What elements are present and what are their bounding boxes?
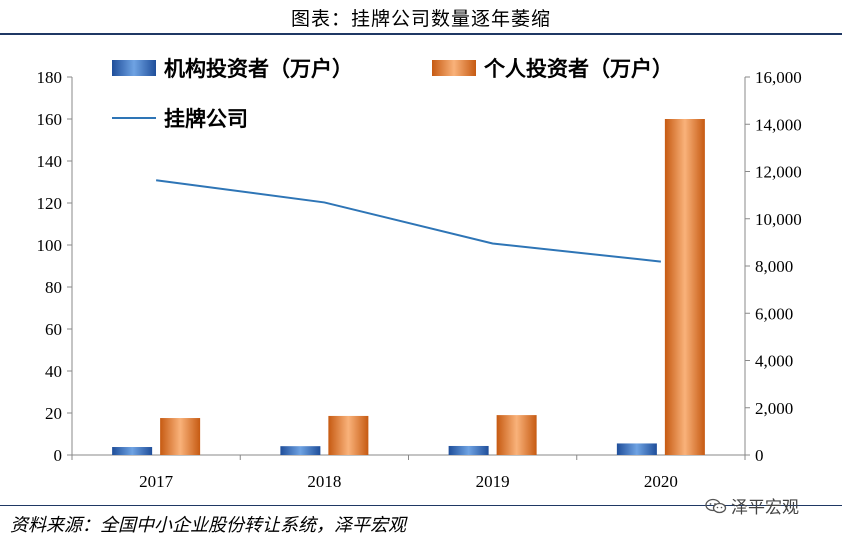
institutional-bar: [448, 445, 489, 455]
left-tick-label: 120: [37, 194, 63, 213]
left-tick-label: 60: [45, 320, 62, 339]
wechat-icon: [705, 498, 727, 513]
right-tick-label: 14,000: [755, 115, 802, 134]
individual-bar: [328, 415, 369, 455]
watermark: 泽平宏观: [705, 493, 799, 518]
legend-label: 个人投资者（万户）: [484, 57, 673, 81]
legend-swatch-individual: [432, 60, 476, 76]
legend-swatch-institutional: [112, 60, 156, 76]
bar-series: [112, 119, 705, 455]
left-tick-label: 180: [37, 68, 63, 87]
source-note: 资料来源：全国中小企业股份转让系统，泽平宏观: [10, 515, 406, 536]
combo-chart: 0 20 40 60 80 100 120 140 160 180 0 2,000 4,000 6,000…: [37, 57, 802, 491]
legend-label: 机构投资者（万户）: [164, 57, 353, 81]
left-tick-label: 80: [45, 278, 62, 297]
right-tick-label: 0: [755, 446, 764, 465]
line-series: [155, 179, 661, 263]
x-tick-label: 2019: [476, 472, 510, 491]
institutional-bar: [112, 447, 153, 455]
individual-bar: [160, 418, 201, 455]
legend-label: 挂牌公司: [164, 107, 248, 131]
chart-title: 图表：挂牌公司数量逐年萎缩: [290, 8, 551, 30]
institutional-bar: [616, 443, 657, 455]
left-tick-label: 100: [37, 236, 63, 255]
right-tick-label: 4,000: [755, 352, 793, 371]
institutional-bar: [280, 446, 321, 455]
right-tick-label: 12,000: [755, 163, 802, 182]
individual-bar: [664, 119, 705, 455]
x-tick-label: 2017: [139, 472, 174, 491]
bottom-rule: [0, 505, 842, 506]
right-tick-label: 8,000: [755, 257, 793, 276]
left-tick-label: 160: [37, 110, 63, 129]
right-tick-label: 16,000: [755, 68, 802, 87]
left-tick-label: 40: [45, 362, 62, 381]
top-rule: [0, 33, 842, 35]
axes: 0 20 40 60 80 100 120 140 160 180 0 2,000 4,000 6,000…: [37, 68, 802, 491]
listed-companies-line: [155, 179, 661, 263]
individual-bar: [496, 415, 537, 455]
right-tick-label: 6,000: [755, 304, 793, 323]
legend: 机构投资者（万户） 个人投资者（万户） 挂牌公司: [112, 57, 673, 131]
right-tick-label: 10,000: [755, 210, 802, 229]
right-tick-label: 2,000: [755, 399, 793, 418]
left-tick-label: 140: [37, 152, 63, 171]
left-tick-label: 20: [45, 404, 62, 423]
x-tick-label: 2020: [644, 472, 678, 491]
x-tick-label: 2018: [307, 472, 341, 491]
watermark-text: 泽平宏观: [731, 498, 799, 518]
left-tick-label: 0: [54, 446, 63, 465]
